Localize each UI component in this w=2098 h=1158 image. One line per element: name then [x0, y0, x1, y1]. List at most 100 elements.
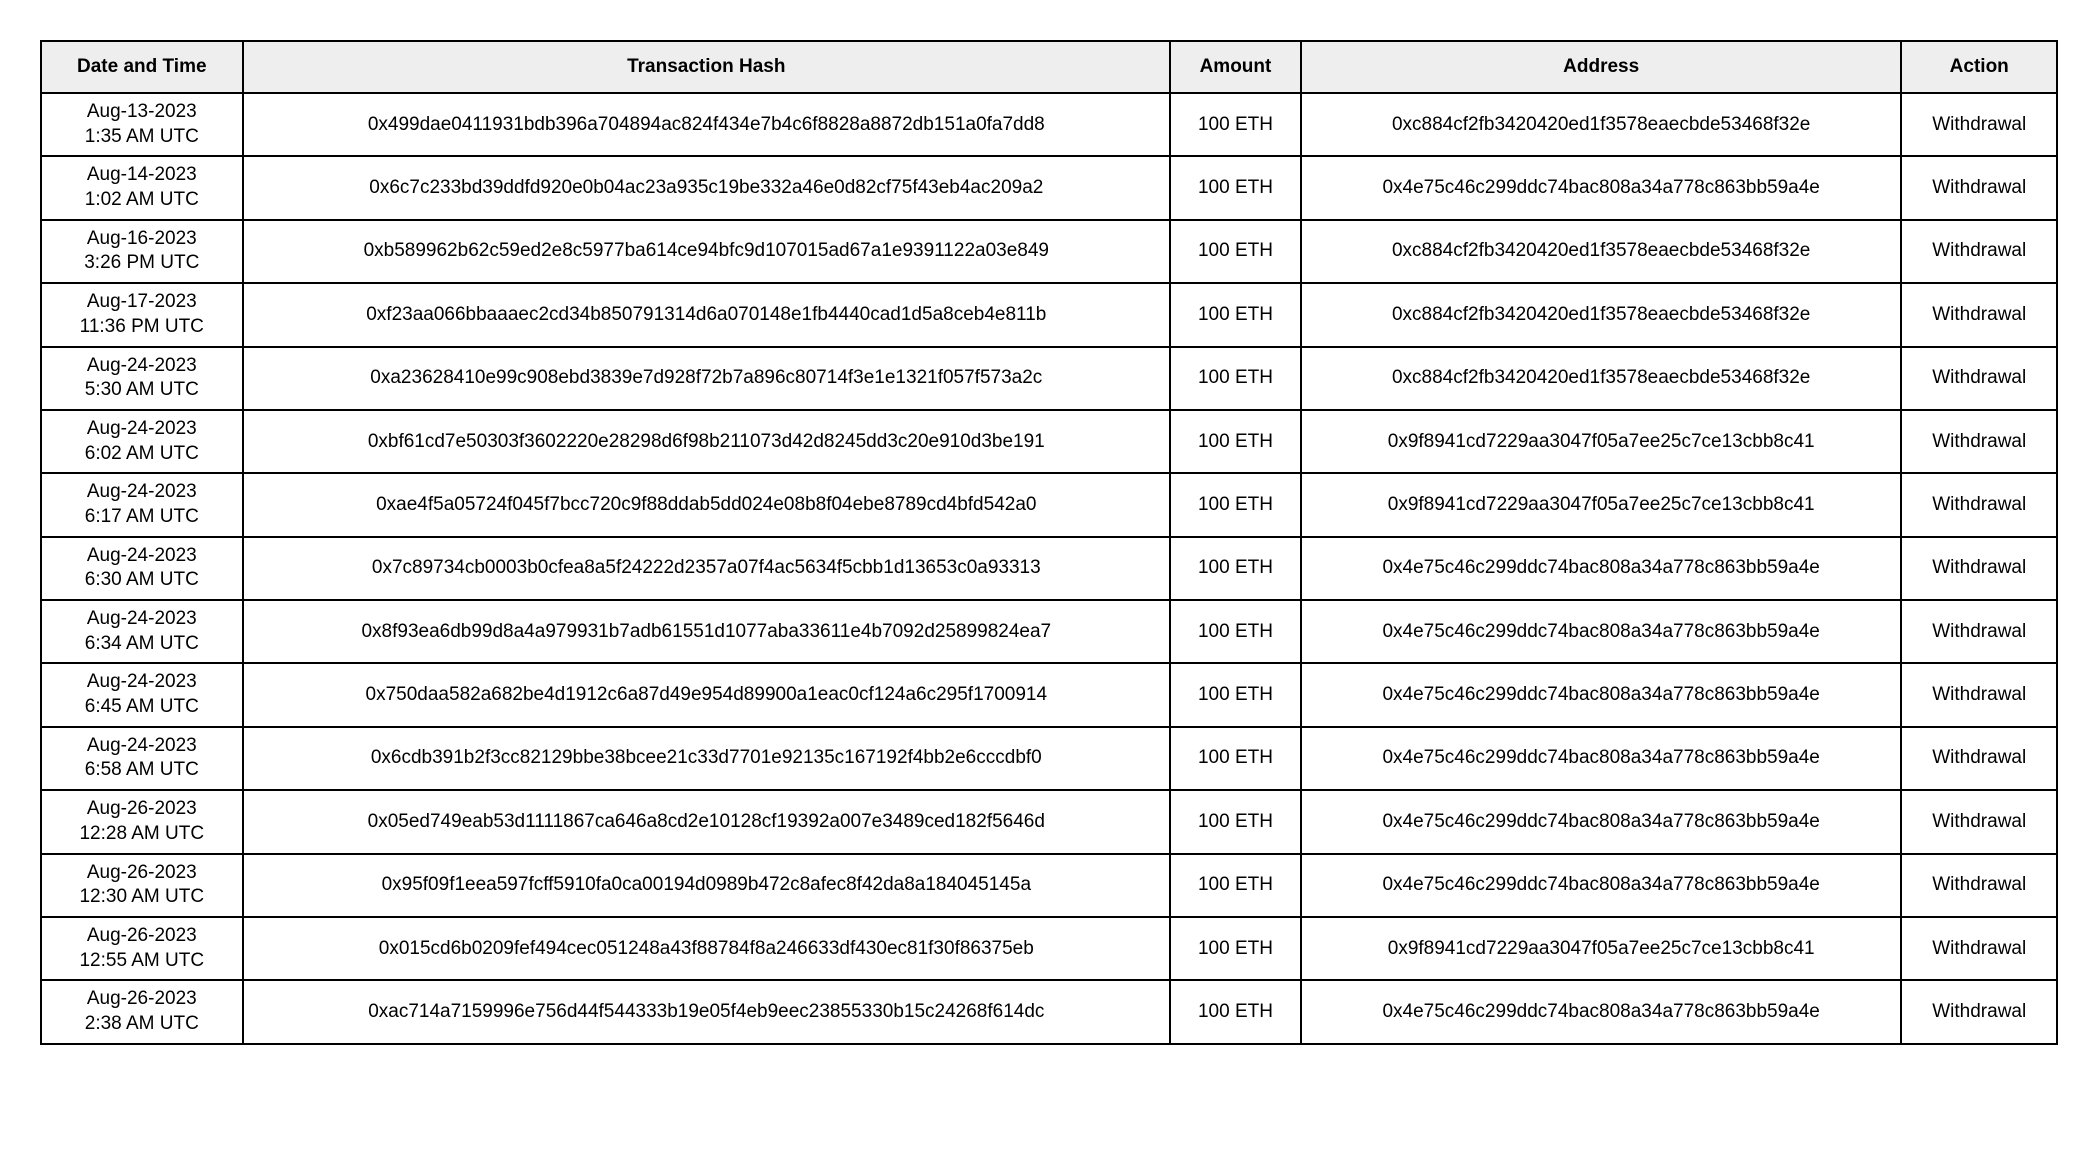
cell-address: 0x4e75c46c299ddc74bac808a34a778c863bb59a…: [1301, 156, 1902, 219]
cell-datetime: Aug-26-202312:28 AM UTC: [41, 790, 243, 853]
cell-address: 0xc884cf2fb3420420ed1f3578eaecbde53468f3…: [1301, 220, 1902, 283]
cell-datetime: Aug-24-20236:45 AM UTC: [41, 663, 243, 726]
cell-hash: 0x7c89734cb0003b0cfea8a5f24222d2357a07f4…: [243, 537, 1170, 600]
cell-action: Withdrawal: [1901, 537, 2057, 600]
cell-datetime: Aug-14-20231:02 AM UTC: [41, 156, 243, 219]
table-row: Aug-24-20236:30 AM UTC0x7c89734cb0003b0c…: [41, 537, 2057, 600]
col-address: Address: [1301, 41, 1902, 93]
cell-action: Withdrawal: [1901, 854, 2057, 917]
cell-hash: 0x750daa582a682be4d1912c6a87d49e954d8990…: [243, 663, 1170, 726]
cell-time: 5:30 AM UTC: [54, 378, 230, 403]
cell-time: 6:34 AM UTC: [54, 632, 230, 657]
cell-action: Withdrawal: [1901, 727, 2057, 790]
cell-hash: 0xa23628410e99c908ebd3839e7d928f72b7a896…: [243, 347, 1170, 410]
cell-address: 0x4e75c46c299ddc74bac808a34a778c863bb59a…: [1301, 790, 1902, 853]
cell-time: 3:26 PM UTC: [54, 251, 230, 276]
table-row: Aug-24-20236:45 AM UTC0x750daa582a682be4…: [41, 663, 2057, 726]
cell-address: 0x4e75c46c299ddc74bac808a34a778c863bb59a…: [1301, 600, 1902, 663]
cell-date: Aug-26-2023: [54, 987, 230, 1012]
cell-datetime: Aug-24-20236:58 AM UTC: [41, 727, 243, 790]
cell-time: 12:30 AM UTC: [54, 885, 230, 910]
cell-date: Aug-24-2023: [54, 544, 230, 569]
cell-date: Aug-14-2023: [54, 163, 230, 188]
cell-action: Withdrawal: [1901, 283, 2057, 346]
col-amount: Amount: [1170, 41, 1301, 93]
col-action: Action: [1901, 41, 2057, 93]
cell-datetime: Aug-26-202312:55 AM UTC: [41, 917, 243, 980]
table-row: Aug-24-20236:02 AM UTC0xbf61cd7e50303f36…: [41, 410, 2057, 473]
cell-datetime: Aug-26-20232:38 AM UTC: [41, 980, 243, 1043]
cell-address: 0x4e75c46c299ddc74bac808a34a778c863bb59a…: [1301, 980, 1902, 1043]
cell-hash: 0x6cdb391b2f3cc82129bbe38bcee21c33d7701e…: [243, 727, 1170, 790]
cell-time: 1:35 AM UTC: [54, 125, 230, 150]
cell-amount: 100 ETH: [1170, 93, 1301, 156]
cell-action: Withdrawal: [1901, 473, 2057, 536]
cell-datetime: Aug-13-20231:35 AM UTC: [41, 93, 243, 156]
table-row: Aug-17-202311:36 PM UTC0xf23aa066bbaaaec…: [41, 283, 2057, 346]
cell-address: 0x4e75c46c299ddc74bac808a34a778c863bb59a…: [1301, 663, 1902, 726]
cell-address: 0xc884cf2fb3420420ed1f3578eaecbde53468f3…: [1301, 347, 1902, 410]
cell-amount: 100 ETH: [1170, 347, 1301, 410]
cell-action: Withdrawal: [1901, 980, 2057, 1043]
cell-amount: 100 ETH: [1170, 600, 1301, 663]
cell-hash: 0x8f93ea6db99d8a4a979931b7adb61551d1077a…: [243, 600, 1170, 663]
cell-address: 0x4e75c46c299ddc74bac808a34a778c863bb59a…: [1301, 854, 1902, 917]
table-row: Aug-16-20233:26 PM UTC0xb589962b62c59ed2…: [41, 220, 2057, 283]
cell-hash: 0x499dae0411931bdb396a704894ac824f434e7b…: [243, 93, 1170, 156]
cell-time: 6:02 AM UTC: [54, 442, 230, 467]
cell-hash: 0xbf61cd7e50303f3602220e28298d6f98b21107…: [243, 410, 1170, 473]
cell-hash: 0x015cd6b0209fef494cec051248a43f88784f8a…: [243, 917, 1170, 980]
cell-hash: 0xac714a7159996e756d44f544333b19e05f4eb9…: [243, 980, 1170, 1043]
cell-date: Aug-24-2023: [54, 480, 230, 505]
cell-datetime: Aug-24-20236:30 AM UTC: [41, 537, 243, 600]
cell-time: 6:45 AM UTC: [54, 695, 230, 720]
cell-date: Aug-24-2023: [54, 354, 230, 379]
table-row: Aug-24-20236:17 AM UTC0xae4f5a05724f045f…: [41, 473, 2057, 536]
cell-amount: 100 ETH: [1170, 220, 1301, 283]
cell-amount: 100 ETH: [1170, 917, 1301, 980]
cell-hash: 0xae4f5a05724f045f7bcc720c9f88ddab5dd024…: [243, 473, 1170, 536]
cell-address: 0xc884cf2fb3420420ed1f3578eaecbde53468f3…: [1301, 283, 1902, 346]
cell-time: 6:17 AM UTC: [54, 505, 230, 530]
cell-amount: 100 ETH: [1170, 663, 1301, 726]
cell-address: 0xc884cf2fb3420420ed1f3578eaecbde53468f3…: [1301, 93, 1902, 156]
cell-datetime: Aug-24-20236:02 AM UTC: [41, 410, 243, 473]
cell-address: 0x9f8941cd7229aa3047f05a7ee25c7ce13cbb8c…: [1301, 917, 1902, 980]
cell-date: Aug-17-2023: [54, 290, 230, 315]
cell-hash: 0x6c7c233bd39ddfd920e0b04ac23a935c19be33…: [243, 156, 1170, 219]
cell-address: 0x4e75c46c299ddc74bac808a34a778c863bb59a…: [1301, 537, 1902, 600]
cell-amount: 100 ETH: [1170, 980, 1301, 1043]
table-row: Aug-24-20236:58 AM UTC0x6cdb391b2f3cc821…: [41, 727, 2057, 790]
cell-amount: 100 ETH: [1170, 410, 1301, 473]
table-row: Aug-24-20236:34 AM UTC0x8f93ea6db99d8a4a…: [41, 600, 2057, 663]
table-row: Aug-24-20235:30 AM UTC0xa23628410e99c908…: [41, 347, 2057, 410]
cell-date: Aug-26-2023: [54, 861, 230, 886]
table-header-row: Date and Time Transaction Hash Amount Ad…: [41, 41, 2057, 93]
cell-action: Withdrawal: [1901, 347, 2057, 410]
transactions-table: Date and Time Transaction Hash Amount Ad…: [40, 40, 2058, 1045]
cell-action: Withdrawal: [1901, 410, 2057, 473]
cell-datetime: Aug-24-20235:30 AM UTC: [41, 347, 243, 410]
cell-amount: 100 ETH: [1170, 156, 1301, 219]
cell-action: Withdrawal: [1901, 93, 2057, 156]
cell-hash: 0xf23aa066bbaaaec2cd34b850791314d6a07014…: [243, 283, 1170, 346]
cell-date: Aug-13-2023: [54, 100, 230, 125]
table-body: Aug-13-20231:35 AM UTC0x499dae0411931bdb…: [41, 93, 2057, 1044]
cell-date: Aug-16-2023: [54, 227, 230, 252]
table-row: Aug-26-202312:30 AM UTC0x95f09f1eea597fc…: [41, 854, 2057, 917]
table-row: Aug-14-20231:02 AM UTC0x6c7c233bd39ddfd9…: [41, 156, 2057, 219]
cell-time: 6:30 AM UTC: [54, 568, 230, 593]
cell-date: Aug-26-2023: [54, 797, 230, 822]
cell-datetime: Aug-17-202311:36 PM UTC: [41, 283, 243, 346]
cell-time: 1:02 AM UTC: [54, 188, 230, 213]
cell-address: 0x9f8941cd7229aa3047f05a7ee25c7ce13cbb8c…: [1301, 473, 1902, 536]
col-hash: Transaction Hash: [243, 41, 1170, 93]
cell-amount: 100 ETH: [1170, 283, 1301, 346]
cell-datetime: Aug-24-20236:17 AM UTC: [41, 473, 243, 536]
cell-action: Withdrawal: [1901, 790, 2057, 853]
cell-time: 6:58 AM UTC: [54, 758, 230, 783]
cell-action: Withdrawal: [1901, 156, 2057, 219]
table-row: Aug-26-202312:28 AM UTC0x05ed749eab53d11…: [41, 790, 2057, 853]
cell-action: Withdrawal: [1901, 220, 2057, 283]
cell-amount: 100 ETH: [1170, 473, 1301, 536]
